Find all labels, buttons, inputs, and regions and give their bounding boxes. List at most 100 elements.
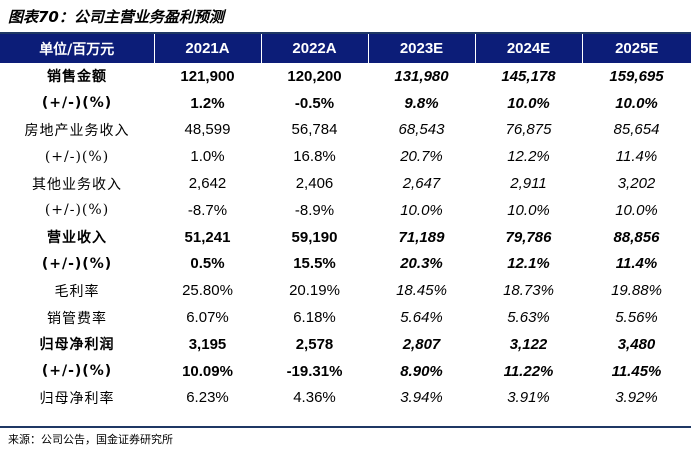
table-cell: 145,178: [501, 67, 556, 85]
table-cell: 9.8%: [404, 94, 439, 112]
table-cell: 3.92%: [615, 389, 658, 407]
table-row: 归母净利润 3,195 2,578 2,807 3,122 3,480: [0, 331, 691, 358]
table-cell: 11.45%: [611, 362, 662, 380]
table-cell: 3,202: [617, 175, 656, 193]
table-row: 其他业务收入 2,642 2,406 2,647 2,911 3,202: [0, 170, 691, 197]
table-row: 销管费率 6.07% 6.18% 5.64% 5.63% 5.56%: [0, 304, 691, 331]
table-cell: 6.23%: [186, 389, 229, 407]
table-cell: 20.3%: [400, 255, 443, 273]
table-cell: -0.5%: [294, 94, 335, 112]
row-label: (+/-)(%): [44, 202, 110, 219]
row-label: (+/-)(%): [44, 148, 110, 165]
bottom-rule: [0, 426, 691, 428]
table-row: 归母净利率 6.23% 4.36% 3.94% 3.91% 3.92%: [0, 385, 691, 412]
row-label: 毛利率: [54, 283, 100, 300]
table-cell: 10.0%: [615, 94, 658, 112]
table-cell: 10.0%: [507, 94, 550, 112]
table-cell: -8.9%: [294, 201, 335, 219]
header-2024e: 2024E: [475, 34, 583, 63]
table-cell: 12.1%: [507, 255, 550, 273]
table-cell: 159,695: [609, 67, 664, 85]
row-label: 归母净利润: [39, 337, 115, 354]
table-cell: 79,786: [505, 228, 552, 246]
table-cell: -19.31%: [286, 362, 343, 380]
table-row: (+/-)(%) 10.09% -19.31% 8.90% 11.22% 11.45%: [0, 358, 691, 385]
header-2021a: 2021A: [154, 34, 262, 63]
table-cell: 15.5%: [293, 255, 336, 273]
row-label: (+/-)(%): [41, 95, 113, 112]
row-label: 房地产业务收入: [24, 122, 130, 139]
table-row: 销售金额 121,900 120,200 131,980 145,178 159,695: [0, 63, 691, 90]
table-cell: 10.0%: [615, 201, 658, 219]
table-cell: 10.09%: [182, 362, 233, 380]
table-cell: 68,543: [398, 121, 445, 139]
row-label: 营业收入: [47, 230, 107, 247]
header-unit: 单位/百万元: [0, 34, 155, 63]
row-label: 销管费率: [47, 310, 107, 327]
source-note: 来源：公司公告，国金证券研究所: [8, 433, 173, 446]
figure-title: 图表70：公司主营业务盈利预测: [8, 8, 224, 26]
table-cell: 1.2%: [190, 94, 225, 112]
table-cell: 2,642: [188, 175, 227, 193]
table-cell: 0.5%: [190, 255, 225, 273]
table-cell: 76,875: [505, 121, 552, 139]
table-cell: 11.4%: [615, 255, 658, 273]
table-cell: 3,480: [617, 335, 656, 353]
table-cell: 10.0%: [400, 201, 443, 219]
table-row: 毛利率 25.80% 20.19% 18.45% 18.73% 19.88%: [0, 277, 691, 304]
table-cell: 20.19%: [289, 282, 340, 300]
table-cell: 6.18%: [293, 309, 336, 327]
table-row: (+/-)(%) 1.0% 16.8% 20.7% 12.2% 11.4%: [0, 143, 691, 170]
table-cell: 5.63%: [507, 309, 550, 327]
table-cell: 71,189: [398, 228, 445, 246]
table-cell: 3.91%: [507, 389, 550, 407]
table-cell: 18.73%: [503, 282, 554, 300]
table-cell: 4.36%: [293, 389, 336, 407]
table-cell: 12.2%: [507, 148, 550, 166]
table-cell: 3,195: [188, 335, 227, 353]
table-cell: 11.22%: [503, 362, 554, 380]
table-cell: 20.7%: [400, 148, 443, 166]
table-cell: 2,578: [295, 335, 334, 353]
row-label: (+/-)(%): [41, 363, 113, 380]
header-2025e: 2025E: [582, 34, 691, 63]
table-cell: 2,406: [295, 175, 334, 193]
table-cell: 6.07%: [186, 309, 229, 327]
table-cell: 85,654: [613, 121, 660, 139]
table-cell: 16.8%: [293, 148, 336, 166]
row-label: 归母净利率: [39, 390, 115, 407]
table-cell: 1.0%: [190, 148, 225, 166]
table-cell: 25.80%: [182, 282, 233, 300]
top-rule: [0, 32, 691, 34]
table-row: (+/-)(%) -8.7% -8.9% 10.0% 10.0% 10.0%: [0, 197, 691, 224]
row-label: 其他业务收入: [32, 176, 122, 193]
forecast-table: 单位/百万元 2021A 2022A 2023E 2024E 2025E 销售金…: [0, 34, 691, 411]
table-cell: 18.45%: [396, 282, 447, 300]
table-row: (+/-)(%) 1.2% -0.5% 9.8% 10.0% 10.0%: [0, 90, 691, 117]
table-cell: 59,190: [291, 228, 338, 246]
table-cell: 120,200: [287, 67, 342, 85]
row-label: (+/-)(%): [41, 255, 113, 272]
table-cell: 8.90%: [400, 362, 443, 380]
table-cell: 121,900: [180, 67, 235, 85]
header-2023e: 2023E: [368, 34, 476, 63]
table-cell: 3.94%: [400, 389, 443, 407]
table-cell: 2,807: [402, 335, 441, 353]
table-cell: 5.64%: [400, 309, 443, 327]
header-2022a: 2022A: [261, 34, 369, 63]
table-cell: 2,911: [510, 175, 547, 193]
table-cell: 131,980: [394, 67, 449, 85]
table-cell: 19.88%: [611, 282, 662, 300]
table-row: 营业收入 51,241 59,190 71,189 79,786 88,856: [0, 224, 691, 251]
table-cell: 88,856: [613, 228, 660, 246]
table-cell: 11.4%: [615, 148, 658, 166]
table-cell: 51,241: [184, 228, 231, 246]
table-row: 房地产业务收入 48,599 56,784 68,543 76,875 85,654: [0, 117, 691, 144]
row-label: 销售金额: [47, 69, 107, 86]
header-row: 单位/百万元 2021A 2022A 2023E 2024E 2025E: [0, 34, 691, 63]
table-cell: 5.56%: [615, 309, 658, 327]
table-cell: -8.7%: [187, 201, 228, 219]
table-cell: 2,647: [402, 175, 441, 193]
table-cell: 3,122: [509, 335, 548, 353]
table-cell: 10.0%: [507, 201, 550, 219]
